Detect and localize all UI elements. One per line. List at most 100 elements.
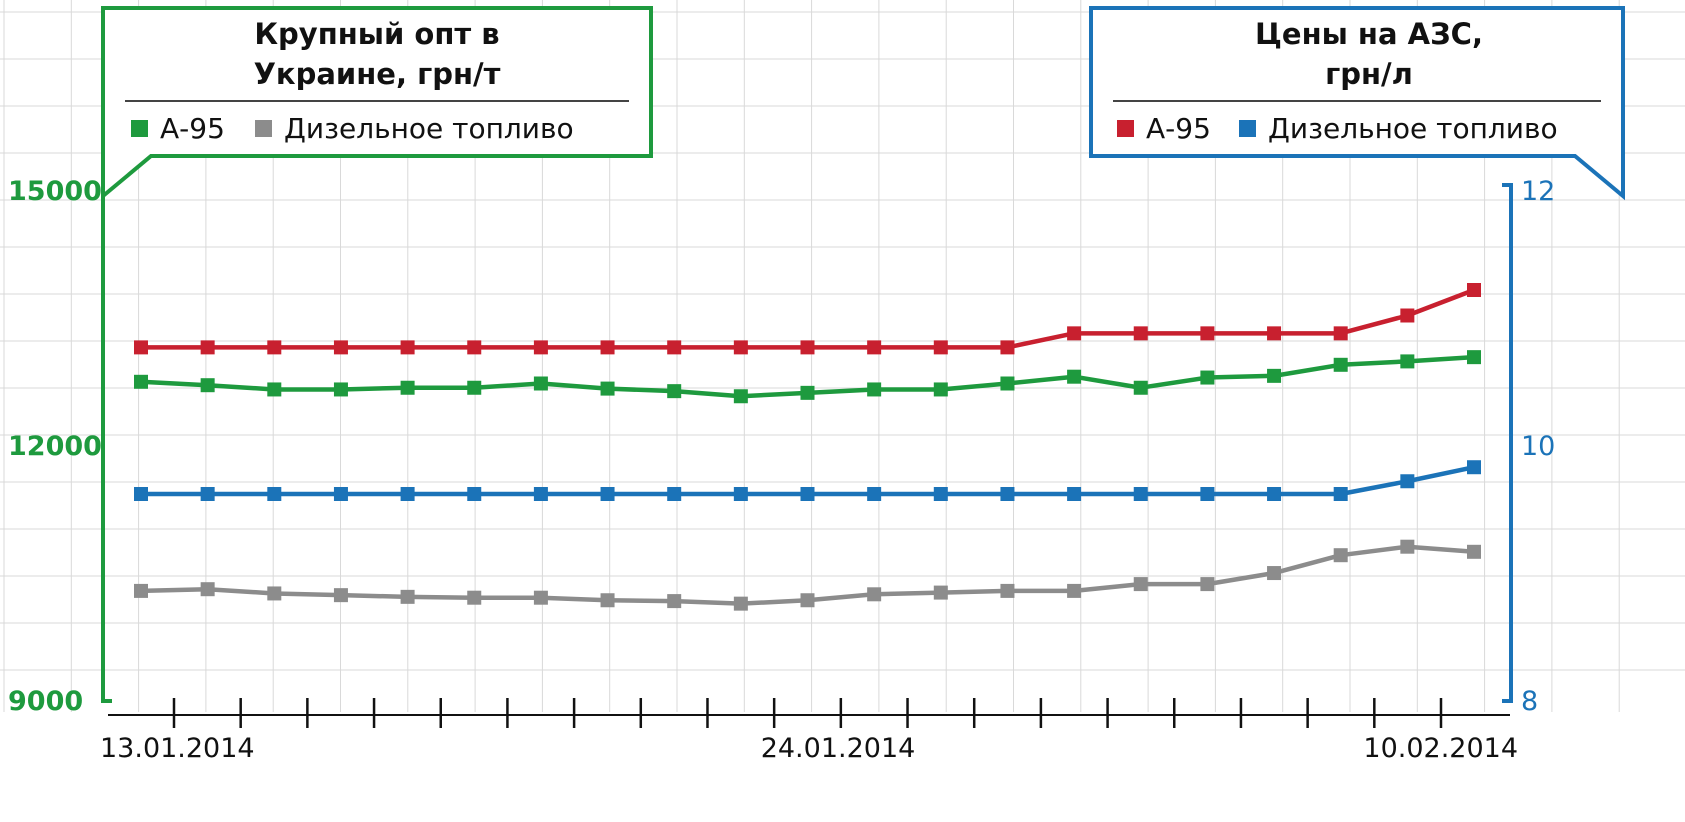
series-left-diesel-point bbox=[267, 586, 282, 601]
legend-swatch-red bbox=[1117, 120, 1134, 137]
series-right-a95-point bbox=[867, 340, 882, 355]
series-left-diesel-point bbox=[733, 596, 748, 611]
right-tick-label: 12 bbox=[1521, 176, 1555, 207]
series-right-a95-point bbox=[800, 340, 815, 355]
series-right-a95-point bbox=[1467, 283, 1481, 297]
series-right-diesel-point bbox=[733, 487, 748, 501]
left-legend-rule bbox=[125, 100, 629, 102]
series-right-a95-point bbox=[1067, 326, 1082, 341]
left-tick-label: 15000 bbox=[8, 176, 102, 207]
series-left-diesel-point bbox=[1400, 539, 1415, 554]
series-right-diesel-point bbox=[467, 487, 482, 501]
legend-label-right-diesel: Дизельное топливо bbox=[1268, 112, 1558, 145]
series-left-diesel-point bbox=[867, 587, 882, 602]
series-left-diesel-point bbox=[1067, 583, 1082, 598]
right-tick-label: 10 bbox=[1521, 431, 1555, 462]
series-right-a95-point bbox=[1200, 326, 1215, 341]
series-left-diesel-point bbox=[533, 590, 548, 605]
series-left-diesel-point bbox=[1333, 548, 1348, 563]
series-right-a95-point bbox=[533, 340, 548, 355]
series-group bbox=[134, 283, 1481, 611]
series-left-diesel-point bbox=[933, 585, 948, 600]
series-left-diesel-point bbox=[1467, 544, 1481, 559]
series-right-diesel-point bbox=[1400, 474, 1415, 489]
series-right-diesel-point bbox=[267, 487, 282, 501]
series-right-a95-point bbox=[1267, 326, 1282, 341]
series-left-a95-point bbox=[333, 382, 348, 397]
series-right-a95-point bbox=[1400, 308, 1415, 323]
axes bbox=[101, 183, 1513, 728]
series-right-diesel-point bbox=[200, 487, 215, 501]
series-left-a95-point bbox=[933, 382, 948, 397]
series-right-diesel-point bbox=[867, 487, 882, 501]
series-left-a95-point bbox=[1000, 376, 1015, 391]
left-legend-frame bbox=[101, 6, 653, 201]
series-left-a95-point bbox=[800, 385, 815, 400]
series-right-diesel-point bbox=[134, 487, 148, 501]
right-legend-box: Цены на АЗС, грн/л А-95 Дизельное топлив… bbox=[1089, 6, 1625, 201]
series-left-diesel-point bbox=[1000, 583, 1015, 598]
series-left-a95-point bbox=[667, 384, 682, 399]
series-left-a95-point bbox=[1067, 369, 1082, 384]
series-left-diesel-point bbox=[600, 593, 615, 608]
series-right-a95-point bbox=[933, 340, 948, 355]
tick-labels: 15000 12000 9000 12 10 8 13.01.2014 24.01.2014 1… bbox=[8, 176, 1555, 764]
series-right-diesel-point bbox=[600, 487, 615, 501]
series-left-a95-point bbox=[200, 378, 215, 393]
right-axis-title: Цены на АЗС, грн/л bbox=[1255, 17, 1483, 91]
series-right-a95-point bbox=[1133, 326, 1148, 341]
series-right-diesel-point bbox=[333, 487, 348, 501]
series-left-a95-point bbox=[1200, 370, 1215, 385]
series-right-diesel-point bbox=[1467, 460, 1481, 475]
legend-item-left-diesel: Дизельное топливо bbox=[255, 112, 574, 145]
series-left-a95-point bbox=[533, 376, 548, 391]
legend-item-right-diesel: Дизельное топливо bbox=[1239, 112, 1558, 145]
series-left-diesel-point bbox=[333, 588, 348, 603]
x-tick-label: 13.01.2014 bbox=[100, 733, 255, 764]
left-tick-label: 9000 bbox=[8, 686, 83, 717]
right-legend-frame bbox=[1089, 6, 1625, 201]
series-right-a95-point bbox=[600, 340, 615, 355]
series-left-a95-point bbox=[134, 374, 148, 389]
series-right-diesel-point bbox=[1000, 487, 1015, 501]
legend-label-left-a95: А-95 bbox=[160, 112, 225, 145]
series-left-diesel-point bbox=[800, 593, 815, 608]
series-right-diesel-point bbox=[1067, 487, 1082, 501]
series-left-a95-point bbox=[1400, 354, 1415, 369]
series-right-a95-point bbox=[200, 340, 215, 355]
legend-swatch-green bbox=[131, 120, 148, 137]
series-left-a95-point bbox=[1333, 357, 1348, 372]
series-right-a95-point bbox=[1000, 340, 1015, 355]
series-left-a95-point bbox=[1267, 368, 1282, 383]
series-right-diesel-point bbox=[1200, 487, 1215, 501]
series-left-a95-point bbox=[600, 381, 615, 396]
series-left-diesel-point bbox=[400, 589, 415, 604]
left-axis-title: Крупный опт в Украине, грн/т bbox=[253, 17, 501, 91]
series-right-a95-point bbox=[667, 340, 682, 355]
series-left-a95-point bbox=[1133, 380, 1148, 395]
series-right-a95-point bbox=[333, 340, 348, 355]
series-right-diesel-point bbox=[933, 487, 948, 501]
series-right-diesel-point bbox=[533, 487, 548, 501]
series-left-diesel-point bbox=[467, 590, 482, 605]
series-right-diesel-point bbox=[800, 487, 815, 501]
x-tick-label: 24.01.2014 bbox=[761, 733, 916, 764]
series-right-a95-point bbox=[733, 340, 748, 355]
series-left-diesel-point bbox=[667, 594, 682, 609]
legend-label-right-a95: А-95 bbox=[1146, 112, 1211, 145]
series-right-diesel-point bbox=[1267, 487, 1282, 501]
series-left-diesel-point bbox=[1200, 577, 1215, 592]
series-left-diesel-point bbox=[200, 582, 215, 597]
left-tick-label: 12000 bbox=[8, 431, 102, 462]
x-tick-label: 10.02.2014 bbox=[1363, 733, 1518, 764]
series-left-diesel-point bbox=[1267, 566, 1282, 581]
series-left-diesel-point bbox=[134, 583, 148, 598]
left-legend-box: Крупный опт в Украине, грн/т А-95 Дизель… bbox=[101, 6, 653, 201]
series-left-diesel-point bbox=[1133, 577, 1148, 592]
series-left-a95-point bbox=[867, 382, 882, 397]
series-right-a95-point bbox=[400, 340, 415, 355]
legend-swatch-blue bbox=[1239, 120, 1256, 137]
series-left-a95-point bbox=[400, 380, 415, 395]
series-right-diesel-point bbox=[667, 487, 682, 501]
